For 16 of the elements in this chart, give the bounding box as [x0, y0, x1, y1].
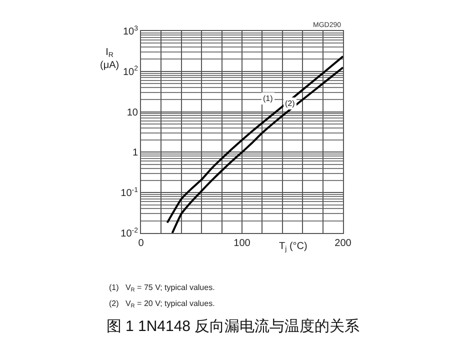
- x-tick-label: 100: [234, 238, 251, 249]
- x-axis-title: T$_{j}$ (°C): [279, 241, 308, 254]
- y-tick-label: 10$^{3}$: [122, 25, 138, 38]
- series-label: (1): [263, 94, 274, 103]
- y-tick-label: 1: [132, 148, 138, 159]
- y-axis-title: I$_{R}$ (μA): [100, 47, 120, 71]
- y-tick-label: 10$^{-2}$: [120, 227, 138, 240]
- y-tick-label: 10: [126, 107, 138, 118]
- text: (2) V$_{R}$ = 20 V; typical values.: [109, 299, 215, 310]
- x-tick-label: 0: [138, 238, 144, 249]
- text: 图 1 1N4148 反向漏电流与温度的关系: [106, 318, 360, 336]
- y-tick-label: 10$^{2}$: [122, 66, 138, 78]
- text: (1) V$_{R}$ = 75 V; typical values.: [109, 283, 215, 294]
- x-tick-label: 200: [334, 238, 352, 249]
- series-label: (2): [285, 99, 296, 108]
- y-tick-label: 10$^{-1}$: [120, 186, 138, 200]
